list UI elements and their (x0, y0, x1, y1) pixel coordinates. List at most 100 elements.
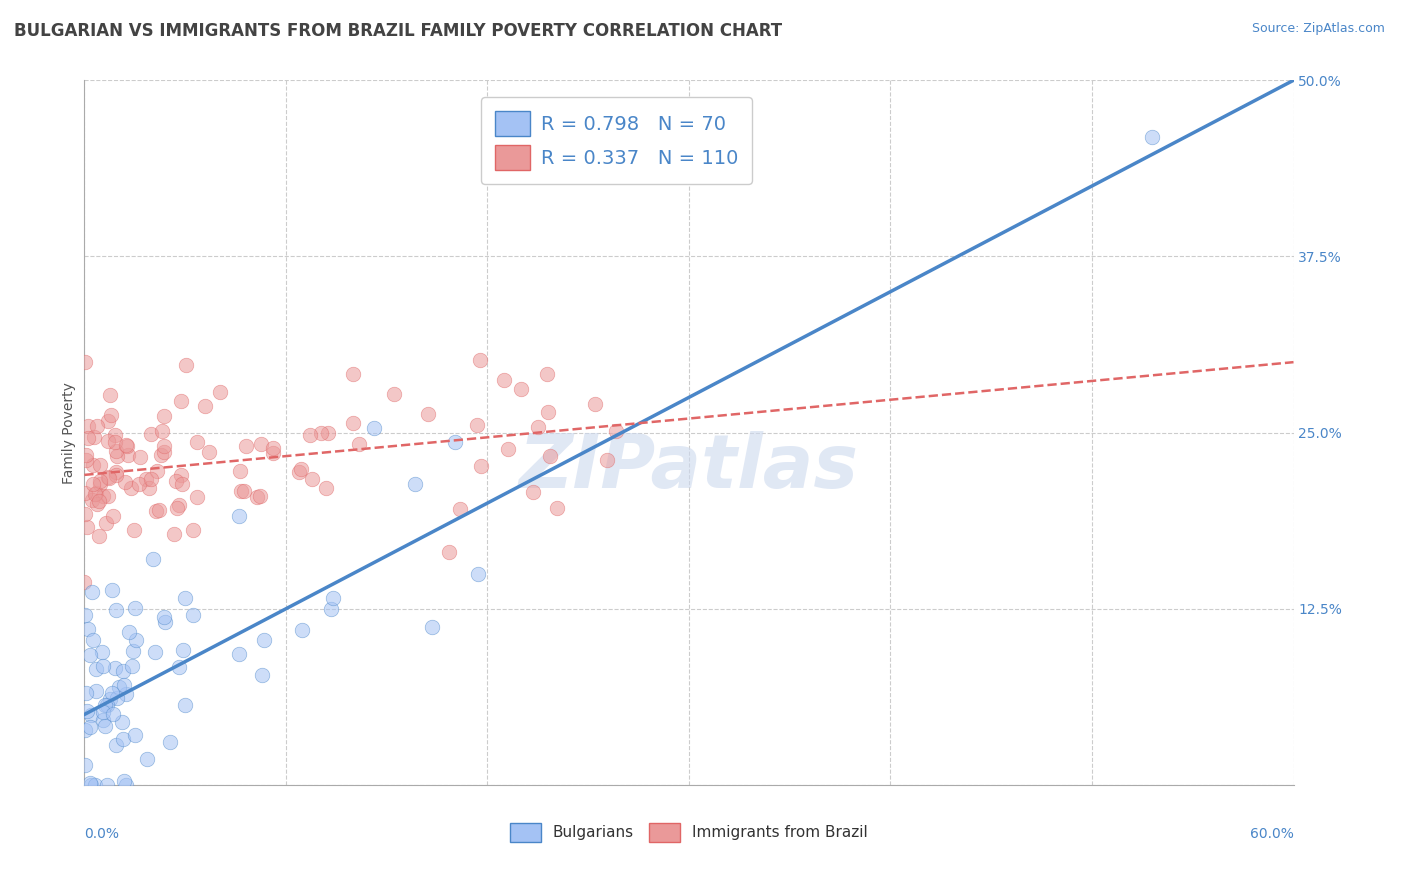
Point (76, 418, 98, 433)
Point (79, 720, 101, 734)
Point (121, 659, 143, 673)
Point (76, 622, 98, 636)
Point (75, 448, 97, 462)
Point (150, 424, 173, 438)
Point (172, 642, 194, 657)
Point (90, 645, 112, 659)
Point (93, 713, 115, 727)
Point (97, 414, 120, 428)
Point (98, 388, 121, 402)
Point (120, 481, 142, 495)
Point (84, 684, 107, 698)
Point (526, 419, 548, 434)
Point (139, 426, 162, 441)
Point (181, 523, 204, 537)
Point (165, 475, 187, 489)
Point (135, 472, 157, 486)
Point (115, 439, 138, 453)
Text: BULGARIAN VS IMMIGRANTS FROM BRAZIL FAMILY POVERTY CORRELATION CHART: BULGARIAN VS IMMIGRANTS FROM BRAZIL FAMI… (14, 22, 782, 40)
Point (470, 459, 492, 474)
Point (498, 442, 520, 456)
Point (105, 449, 128, 463)
Point (510, 382, 533, 396)
Point (96, 778, 118, 792)
Point (148, 502, 170, 516)
Point (115, 778, 138, 792)
Point (342, 416, 364, 430)
Y-axis label: Family Poverty: Family Poverty (62, 382, 76, 483)
Point (79, 778, 101, 792)
Point (153, 439, 176, 453)
Point (263, 446, 285, 460)
Point (382, 387, 405, 401)
Point (229, 464, 252, 478)
Point (167, 660, 190, 674)
Point (135, 752, 157, 766)
Point (84, 487, 107, 501)
Point (467, 567, 489, 582)
Point (75, 723, 97, 737)
Point (114, 475, 136, 489)
Point (125, 632, 148, 647)
Point (596, 452, 619, 467)
Point (124, 728, 146, 742)
Point (170, 393, 193, 408)
Point (235, 439, 257, 453)
Point (89, 477, 111, 491)
Point (97, 469, 120, 483)
Point (129, 450, 152, 465)
Point (404, 477, 426, 491)
Point (250, 668, 273, 682)
Point (522, 485, 544, 500)
Point (536, 367, 558, 381)
Point (73, 575, 96, 590)
Point (176, 358, 198, 372)
Point (166, 500, 188, 515)
Point (75, 354, 97, 368)
Point (249, 489, 271, 503)
Text: 0.0%: 0.0% (84, 827, 120, 841)
Legend: Bulgarians, Immigrants from Brazil: Bulgarians, Immigrants from Brazil (503, 817, 875, 847)
Point (319, 602, 342, 616)
Point (77, 431, 100, 445)
Point (159, 735, 181, 749)
Point (86, 497, 108, 511)
Point (105, 691, 128, 706)
Point (105, 738, 128, 752)
Point (232, 483, 254, 498)
Point (298, 428, 321, 442)
Point (87, 529, 110, 543)
Point (174, 698, 197, 713)
Point (104, 661, 127, 675)
Point (97, 489, 120, 503)
Point (87, 494, 110, 508)
Point (104, 427, 127, 442)
Point (80, 585, 103, 599)
Point (143, 645, 166, 659)
Point (101, 707, 124, 722)
Point (93, 489, 115, 503)
Point (115, 437, 138, 451)
Point (79, 648, 101, 663)
Point (537, 405, 560, 419)
Point (122, 523, 145, 537)
Point (98, 692, 121, 706)
Point (76, 704, 98, 718)
Point (100, 408, 122, 422)
Point (347, 437, 370, 451)
Point (465, 418, 488, 433)
Point (138, 481, 160, 495)
Point (291, 624, 314, 638)
Point (97, 434, 120, 449)
Point (128, 477, 150, 491)
Point (89, 458, 111, 473)
Point (315, 481, 337, 495)
Point (342, 367, 364, 381)
Point (111, 715, 134, 730)
Point (186, 490, 208, 504)
Point (82, 492, 104, 507)
Point (86, 419, 108, 434)
Text: 60.0%: 60.0% (1250, 827, 1294, 841)
Point (82, 477, 104, 491)
Point (152, 409, 174, 423)
